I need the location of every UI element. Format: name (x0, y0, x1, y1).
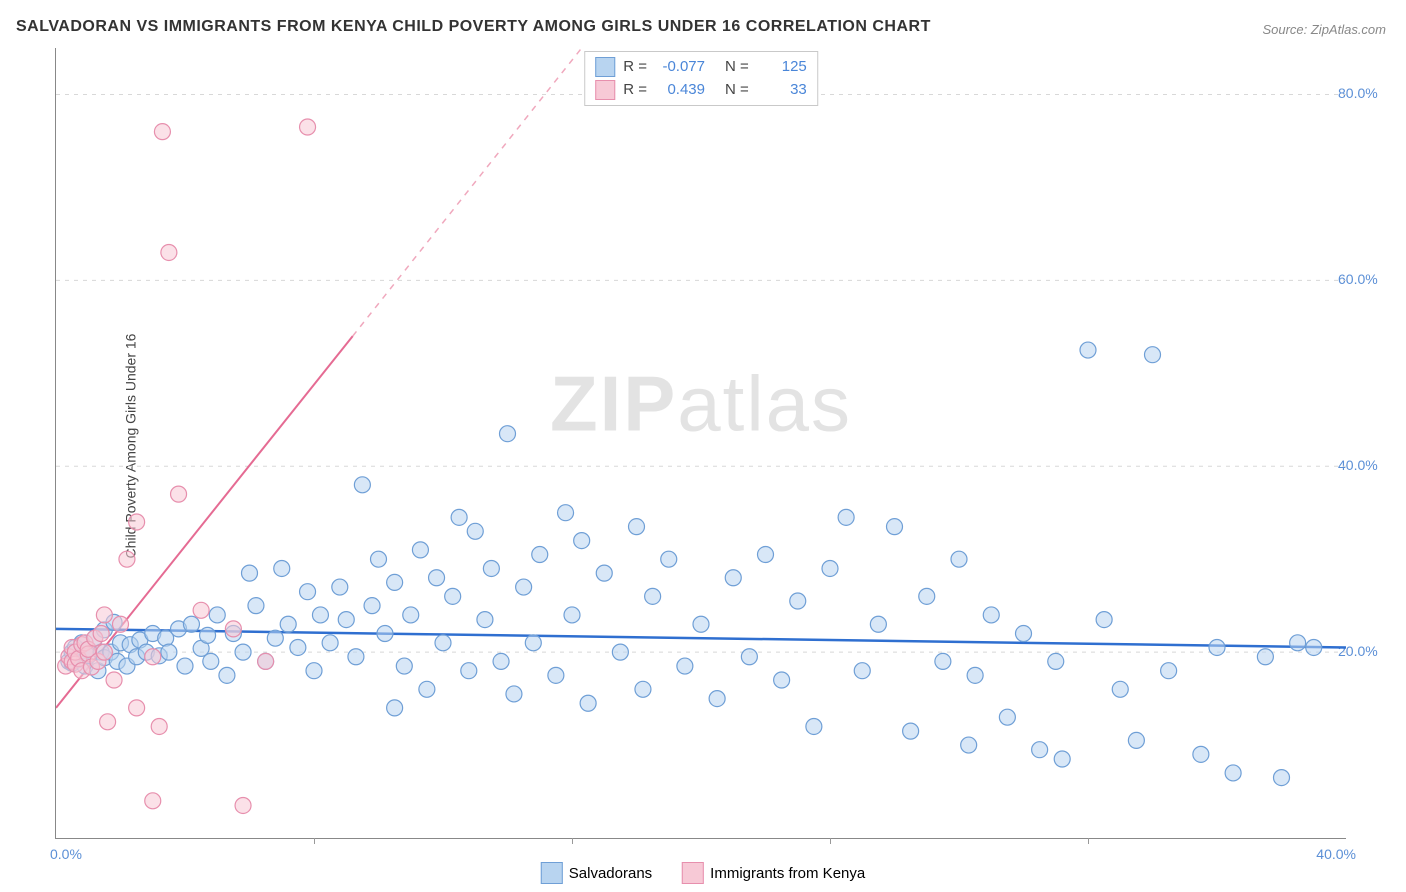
x-minor-tick (1088, 838, 1089, 844)
legend: Salvadorans Immigrants from Kenya (541, 862, 865, 884)
stats-n-label: N = (725, 79, 749, 102)
x-tick-0: 0.0% (50, 846, 82, 862)
x-minor-tick (572, 838, 573, 844)
x-tick-40: 40.0% (1316, 846, 1356, 862)
x-minor-tick (314, 838, 315, 844)
source-attribution: Source: ZipAtlas.com (1262, 22, 1386, 37)
plot-svg (56, 48, 1346, 838)
legend-swatch-kenyans (682, 862, 704, 884)
chart-title: SALVADORAN VS IMMIGRANTS FROM KENYA CHIL… (16, 18, 931, 36)
stats-swatch-kenyans (595, 80, 615, 100)
stats-r-kenyans: 0.439 (655, 79, 705, 102)
stats-row-kenyans: R = 0.439 N = 33 (595, 79, 807, 102)
stats-swatch-salvadorans (595, 57, 615, 77)
legend-label-salvadorans: Salvadorans (569, 865, 652, 882)
legend-item-kenyans: Immigrants from Kenya (682, 862, 865, 884)
legend-item-salvadorans: Salvadorans (541, 862, 652, 884)
stats-r-label: R = (623, 79, 647, 102)
source-prefix: Source: (1262, 22, 1310, 37)
stats-n-kenyans: 33 (757, 79, 807, 102)
plot-area: ZIPatlas R = -0.077 N = 125 R = 0.439 N … (55, 48, 1346, 839)
stats-r-label: R = (623, 56, 647, 79)
legend-swatch-salvadorans (541, 862, 563, 884)
stats-n-salvadorans: 125 (757, 56, 807, 79)
stats-r-salvadorans: -0.077 (655, 56, 705, 79)
legend-label-kenyans: Immigrants from Kenya (710, 865, 865, 882)
stats-row-salvadorans: R = -0.077 N = 125 (595, 56, 807, 79)
x-minor-tick (830, 838, 831, 844)
stats-n-label: N = (725, 56, 749, 79)
source-name: ZipAtlas.com (1311, 22, 1386, 37)
stats-box: R = -0.077 N = 125 R = 0.439 N = 33 (584, 51, 818, 106)
